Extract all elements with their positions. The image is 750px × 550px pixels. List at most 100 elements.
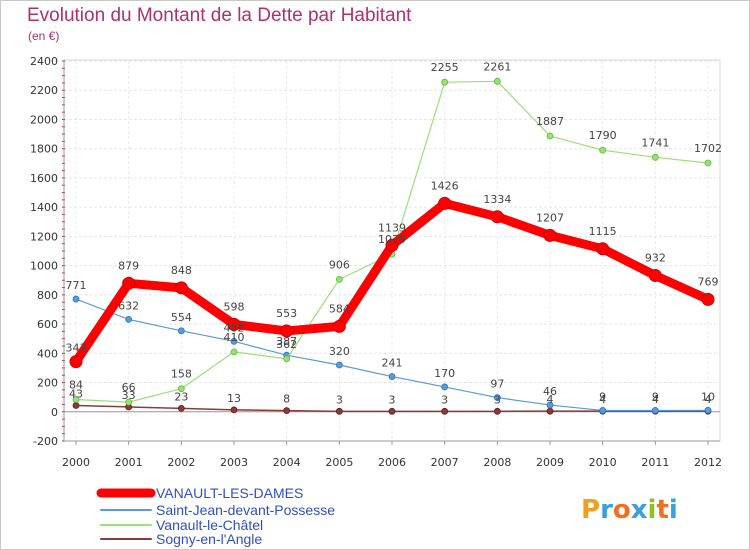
data-label: 1702 [694, 142, 722, 155]
data-label: 906 [329, 258, 350, 271]
data-point [599, 407, 607, 414]
data-label: 1115 [589, 225, 617, 238]
data-label: 343 [66, 342, 87, 355]
data-label: 33 [122, 389, 136, 402]
data-label: 158 [171, 368, 192, 381]
data-label: 848 [171, 264, 192, 277]
legend-label: Saint-Jean-devant-Possesse [156, 502, 335, 518]
x-tick-label: 2009 [536, 456, 564, 469]
data-point [72, 402, 80, 409]
data-label: 1139 [378, 221, 406, 234]
data-point [335, 275, 343, 283]
logo-letter: r [600, 495, 613, 525]
y-tick-label: 2400 [30, 55, 58, 68]
x-tick-label: 2010 [589, 456, 617, 469]
data-label: 4 [652, 393, 659, 406]
data-point [651, 407, 659, 414]
data-point [648, 269, 662, 283]
data-point [335, 407, 343, 415]
data-label: 2261 [483, 60, 511, 73]
y-tick-label: 1600 [30, 172, 58, 185]
data-point [385, 238, 399, 252]
x-tick-label: 2008 [483, 456, 511, 469]
x-tick-label: 2007 [431, 456, 459, 469]
data-point [596, 242, 610, 256]
logo-letter: i [648, 495, 657, 525]
data-label: 553 [276, 307, 297, 320]
data-label: 4 [547, 393, 554, 406]
data-point [283, 355, 291, 363]
data-label: 362 [276, 338, 297, 351]
y-tick-label: 600 [37, 318, 58, 331]
data-point [174, 281, 188, 295]
y-tick-label: 1000 [30, 260, 58, 273]
data-point [493, 407, 501, 415]
data-label: 4 [705, 393, 712, 406]
data-point [441, 78, 449, 86]
data-point [490, 210, 504, 224]
y-tick-label: 0 [51, 406, 58, 419]
data-label: 320 [329, 345, 350, 358]
data-label: 84 [69, 378, 83, 391]
legend-label: VANAULT-LES-DAMES [156, 485, 303, 501]
data-point [230, 337, 238, 345]
chart-title: Evolution du Montant de la Dette par Hab… [27, 5, 412, 26]
data-point [546, 401, 554, 409]
data-point [335, 361, 343, 369]
x-tick-label: 2003 [220, 456, 248, 469]
logo-letter: P [581, 495, 600, 525]
data-label: 10 [701, 390, 715, 403]
x-tick-label: 2005 [325, 456, 353, 469]
data-point [704, 406, 712, 414]
data-label: 410 [224, 331, 245, 344]
data-point [177, 405, 185, 412]
proxiti-logo: Proxiti [581, 495, 678, 525]
data-label: 2255 [431, 61, 459, 74]
x-tick-label: 2004 [273, 456, 301, 469]
data-label: 46 [543, 385, 557, 398]
data-point [72, 396, 80, 403]
data-label: 1887 [536, 115, 564, 128]
data-label: 1079 [378, 233, 406, 246]
y-tick-label: 1400 [30, 201, 58, 214]
data-point [701, 292, 715, 306]
data-label: 9 [599, 390, 606, 403]
data-label: 554 [171, 311, 192, 324]
data-label: 632 [118, 299, 139, 312]
data-point [704, 159, 712, 167]
data-label: 771 [66, 279, 87, 292]
logo-letter: o [613, 495, 631, 525]
legend: VANAULT-LES-DAMESSaint-Jean-devant-Posse… [96, 485, 335, 547]
data-point [230, 406, 238, 414]
logo-letter: x [631, 495, 648, 525]
data-label: 584 [329, 302, 350, 315]
data-label: 1790 [589, 129, 617, 142]
data-point [441, 383, 449, 391]
data-point [332, 319, 346, 333]
data-point [441, 407, 449, 415]
logo-letter: t [656, 495, 668, 525]
data-label: 879 [118, 259, 139, 272]
data-point [230, 348, 238, 356]
y-tick-label: 1200 [30, 230, 58, 243]
y-tick-label: 2000 [30, 113, 58, 126]
data-point [177, 385, 185, 393]
data-point [280, 324, 294, 338]
data-label: 3 [389, 393, 396, 406]
data-point [493, 394, 501, 401]
data-label: 1426 [431, 179, 459, 192]
data-label: 3 [441, 393, 448, 406]
y-tick-label: 800 [37, 289, 58, 302]
data-point [493, 77, 501, 85]
y-tick-label: 200 [37, 377, 58, 390]
data-point [388, 407, 396, 415]
data-point [125, 315, 133, 323]
data-point [283, 407, 291, 415]
data-label: 387 [276, 335, 297, 348]
data-point [177, 327, 185, 335]
data-point [125, 398, 133, 406]
y-tick-label: 2200 [30, 84, 58, 97]
data-label: 66 [122, 381, 136, 394]
